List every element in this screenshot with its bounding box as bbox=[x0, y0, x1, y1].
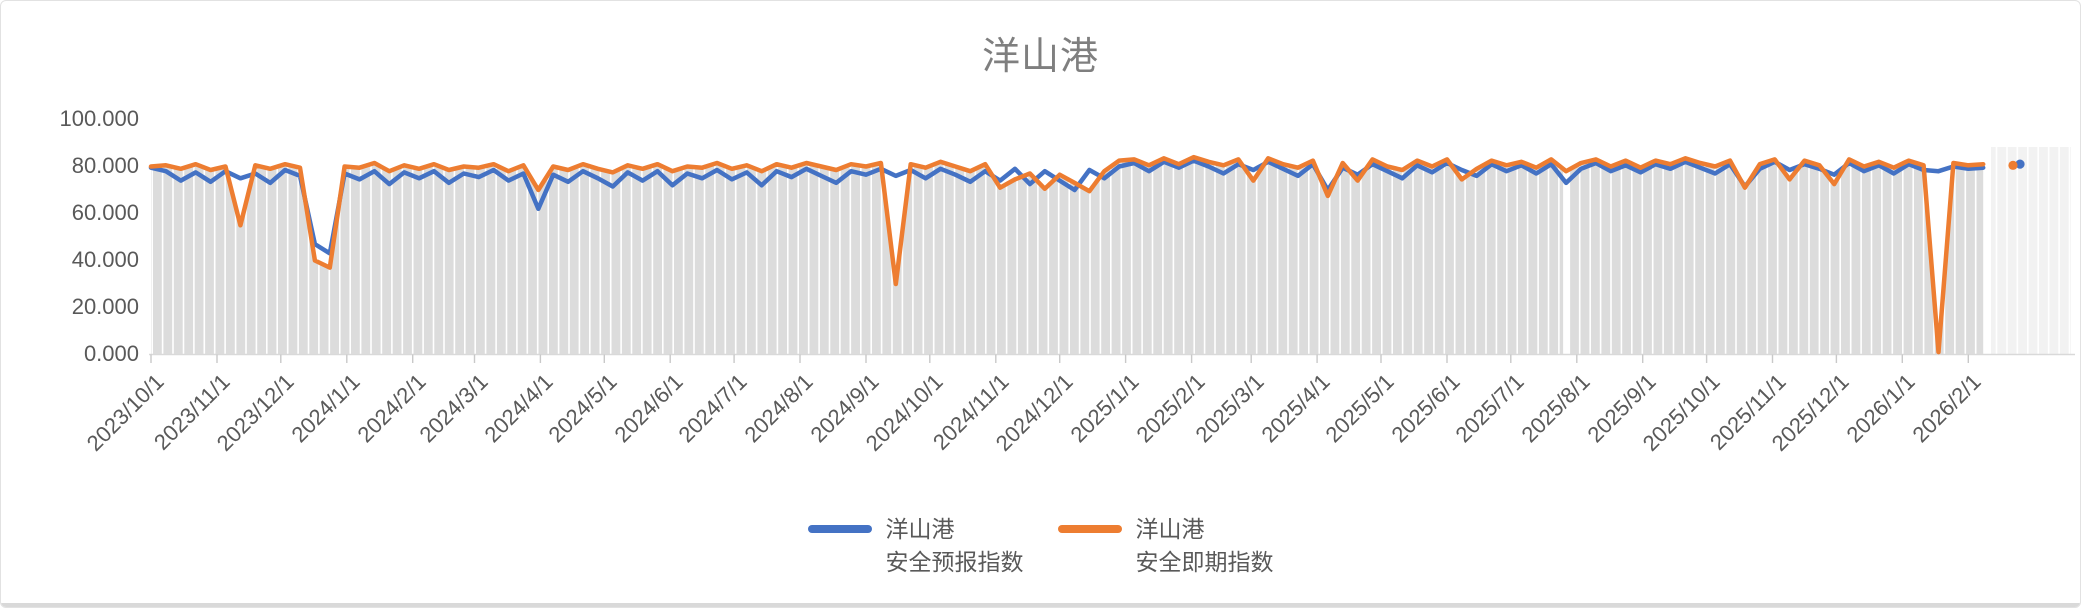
y-axis-tick-label: 40.000 bbox=[71, 247, 139, 272]
series-forecast-line[interactable] bbox=[148, 158, 1986, 256]
legend-label-forecast-line1: 洋山港 bbox=[885, 516, 955, 542]
gridline-stripes bbox=[151, 142, 2071, 354]
future-empty-region bbox=[1991, 147, 2071, 355]
window-bottom-edge bbox=[1, 603, 2080, 607]
legend-label-spot-line1: 洋山港 bbox=[1135, 516, 1205, 542]
y-axis-tick-label: 80.000 bbox=[71, 153, 139, 178]
series-spot-line[interactable] bbox=[148, 154, 1986, 355]
y-axis-tick-label: 20.000 bbox=[71, 294, 139, 319]
legend-label-forecast-line2: 安全预报指数 bbox=[885, 549, 1024, 575]
legend-label-spot-line2: 安全即期指数 bbox=[1135, 549, 1274, 575]
series-spot-line-end-dot bbox=[2008, 160, 2018, 170]
chart-title[interactable]: 洋山港 bbox=[981, 36, 1099, 78]
legend-marker-forecast-line-icon bbox=[807, 525, 872, 533]
legend-marker-spot-line-icon bbox=[1057, 525, 1122, 533]
background-area-series bbox=[151, 157, 1984, 355]
legend-item-spot[interactable]: 洋山港 安全即期指数 bbox=[1057, 513, 1274, 579]
legend-item-forecast[interactable]: 洋山港 安全预报指数 bbox=[807, 513, 1024, 579]
x-axis-tick-marks bbox=[150, 354, 1969, 363]
series-forecast-line-end-dot bbox=[2015, 159, 2025, 169]
y-axis-tick-label: 60.000 bbox=[71, 200, 139, 225]
data-gap-band bbox=[1563, 142, 1570, 355]
y-axis-tick-label: 100.000 bbox=[59, 106, 139, 131]
y-axis-tick-label: 0.000 bbox=[83, 341, 139, 366]
legend: 洋山港 安全预报指数 洋山港 安全即期指数 bbox=[807, 513, 1274, 579]
